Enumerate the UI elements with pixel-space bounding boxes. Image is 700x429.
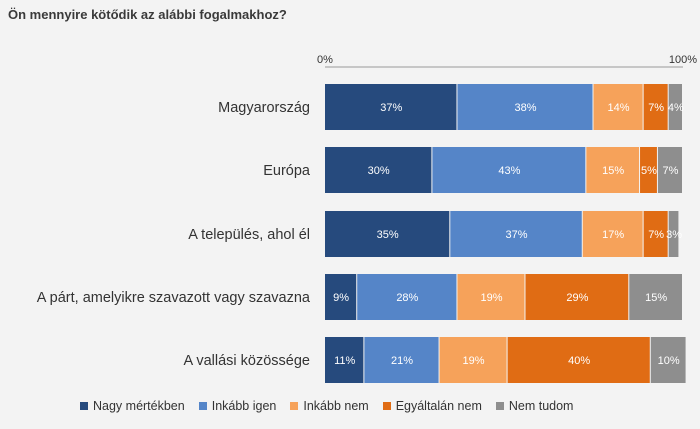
category-label: Magyarország bbox=[218, 100, 310, 116]
legend-swatch bbox=[495, 402, 504, 410]
legend-item: Egyáltalán nem bbox=[382, 399, 482, 413]
data-label: 7% bbox=[648, 102, 664, 114]
bar-segment bbox=[657, 147, 682, 193]
data-label: 5% bbox=[641, 165, 657, 177]
data-label: 14% bbox=[608, 102, 630, 114]
bar-segment bbox=[325, 337, 364, 383]
data-label: 3% bbox=[666, 229, 682, 241]
bar-segment bbox=[364, 337, 439, 383]
data-label: 35% bbox=[377, 229, 399, 241]
legend-item: Inkább igen bbox=[198, 399, 277, 413]
data-label: 9% bbox=[333, 292, 349, 304]
legend-swatch bbox=[80, 402, 88, 410]
bar-segment bbox=[643, 84, 668, 130]
bar-segment bbox=[325, 147, 432, 193]
bar-segment bbox=[629, 274, 682, 320]
bar-segment bbox=[640, 147, 657, 193]
data-label: 19% bbox=[463, 355, 485, 367]
data-label: 29% bbox=[566, 292, 588, 304]
data-label: 11% bbox=[334, 355, 355, 367]
bar-segment bbox=[668, 84, 682, 130]
x-tick-label: 100% bbox=[669, 54, 697, 66]
data-label: 28% bbox=[396, 292, 418, 304]
bar-segment bbox=[357, 274, 457, 320]
data-label: 15% bbox=[602, 165, 624, 177]
data-label: 4% bbox=[668, 102, 684, 114]
category-label: Európa bbox=[263, 163, 311, 179]
bar-segment bbox=[457, 84, 593, 130]
bar-segment bbox=[325, 84, 457, 130]
legend-swatch bbox=[198, 402, 207, 410]
legend-label: Inkább nem bbox=[303, 399, 369, 413]
legend-swatch bbox=[382, 402, 391, 410]
x-tick-label: 0% bbox=[317, 54, 333, 66]
legend-label: Nem tudom bbox=[508, 399, 574, 413]
data-label: 40% bbox=[568, 355, 590, 367]
legend-label: Nagy mértékben bbox=[93, 399, 185, 413]
category-label: A párt, amelyikre szavazott vagy szavazn… bbox=[37, 290, 311, 306]
bar-segment bbox=[432, 147, 586, 193]
legend-label: Egyáltalán nem bbox=[395, 399, 482, 413]
bar-segment bbox=[439, 337, 507, 383]
data-label: 38% bbox=[514, 102, 536, 114]
legend-item: Nem tudom bbox=[495, 399, 574, 413]
data-label: 21% bbox=[391, 355, 413, 367]
legend: Nagy mértékben Inkább igen Inkább nem Egyál… bbox=[80, 399, 587, 413]
legend-swatch bbox=[290, 402, 299, 410]
bar-segment bbox=[582, 211, 643, 257]
bar-segment bbox=[507, 337, 650, 383]
legend-item: Nagy mértékben bbox=[80, 399, 185, 413]
data-label: 7% bbox=[648, 229, 664, 241]
bar-segment bbox=[457, 274, 525, 320]
data-label: 15% bbox=[645, 292, 667, 304]
bar-segment bbox=[325, 274, 357, 320]
legend-label: Inkább igen bbox=[211, 399, 277, 413]
category-label: A település, ahol él bbox=[188, 227, 310, 243]
chart-title: Ön mennyire kötődik az alábbi fogalmakho… bbox=[8, 7, 287, 22]
bar-segment bbox=[325, 211, 450, 257]
data-label: 37% bbox=[506, 229, 528, 241]
data-label: 43% bbox=[498, 165, 520, 177]
data-label: 37% bbox=[380, 102, 402, 114]
bar-segment bbox=[525, 274, 629, 320]
data-label: 7% bbox=[663, 165, 679, 177]
bar-segment bbox=[643, 211, 668, 257]
data-label: 30% bbox=[368, 165, 390, 177]
bar-segment bbox=[450, 211, 582, 257]
bar-segment bbox=[586, 147, 640, 193]
bar-segment bbox=[650, 337, 686, 383]
data-label: 17% bbox=[602, 229, 624, 241]
data-label: 10% bbox=[658, 355, 680, 367]
bar-segment bbox=[593, 84, 643, 130]
legend-item: Inkább nem bbox=[290, 399, 369, 413]
category-label: A vallási közössége bbox=[183, 353, 310, 369]
data-label: 19% bbox=[480, 292, 502, 304]
bar-segment bbox=[668, 211, 679, 257]
